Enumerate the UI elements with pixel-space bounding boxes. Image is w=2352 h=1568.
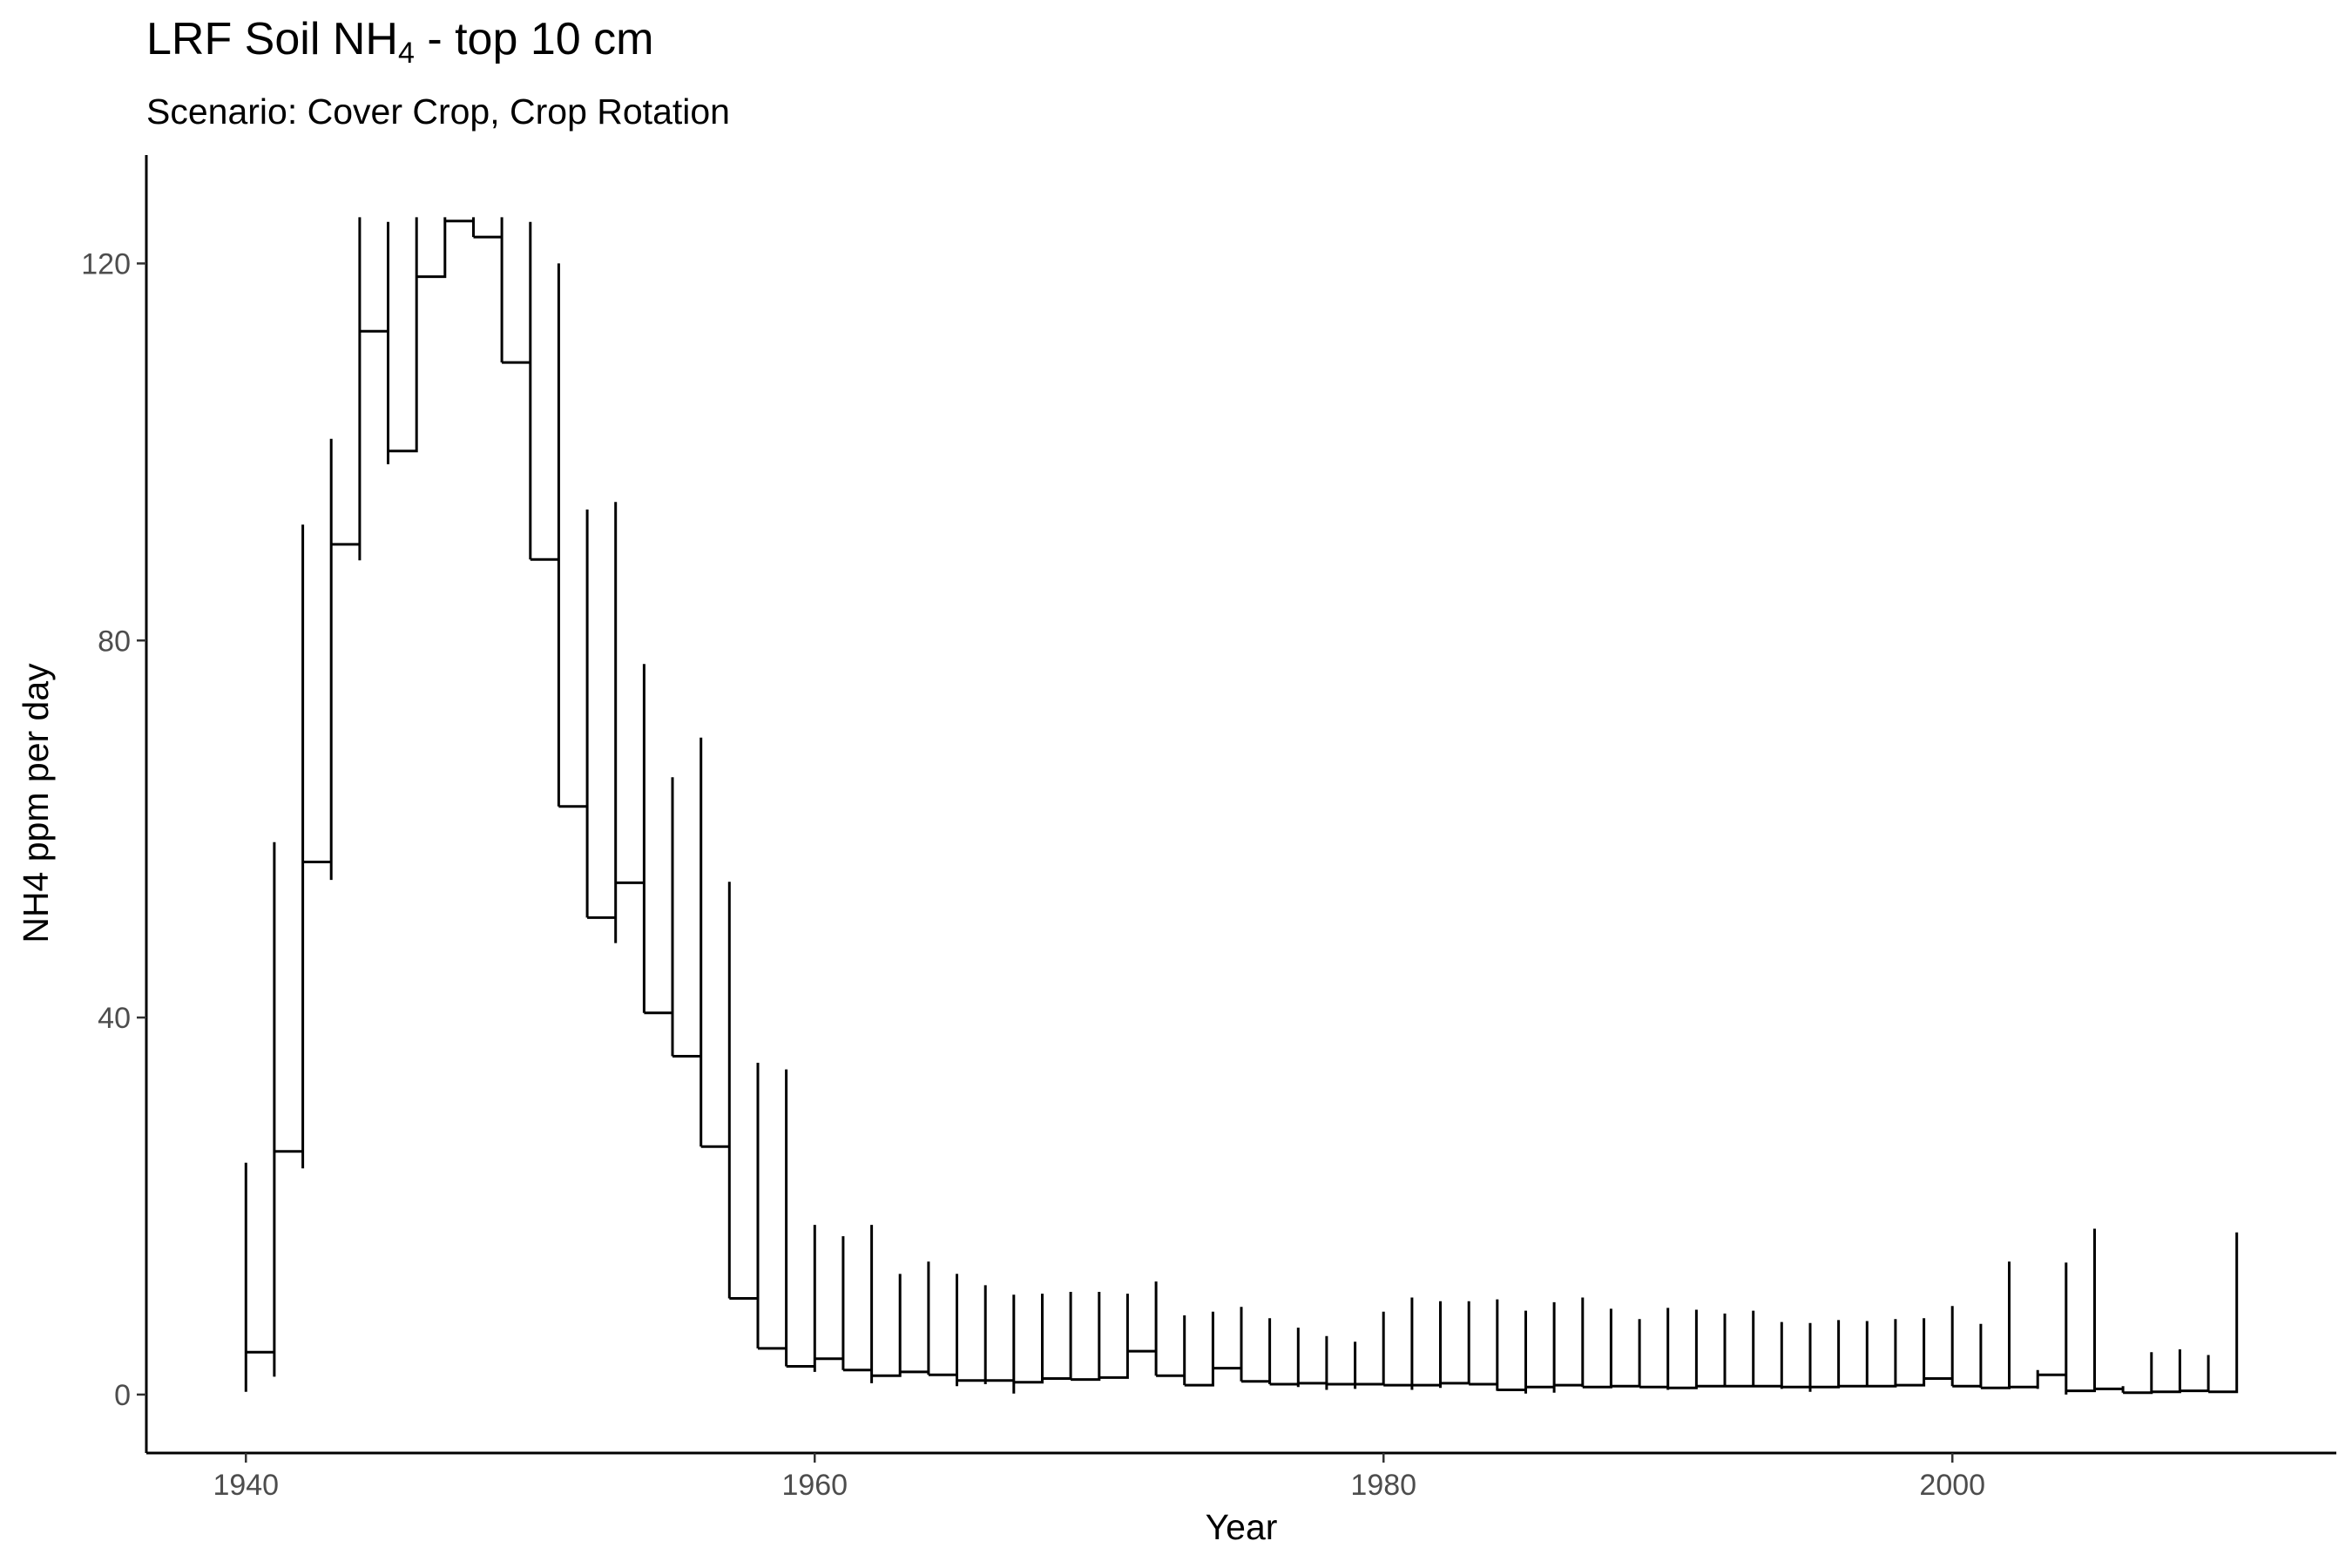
y-tick-label: 0 xyxy=(114,1379,131,1412)
x-tick-label: 1960 xyxy=(781,1469,848,1502)
y-tick-label: 40 xyxy=(98,1002,131,1035)
axes-layer xyxy=(145,155,2336,1455)
chart-title-suffix: - top 10 cm xyxy=(414,14,654,64)
chart-subtitle: Scenario: Cover Crop, Crop Rotation xyxy=(146,91,730,132)
ticks-layer: 1940 1960 1980 2000 0 40 80 120 xyxy=(81,247,1985,1502)
chart-title-main: LRF Soil NH xyxy=(146,14,398,64)
y-tick-label: 80 xyxy=(98,625,131,658)
x-axis-title: Year xyxy=(1206,1507,1278,1547)
chart-title: LRF Soil NH4 - top 10 cm xyxy=(146,10,653,68)
y-tick-label: 120 xyxy=(81,247,131,280)
series-line xyxy=(244,217,2239,1395)
chart-title-subscript: 4 xyxy=(397,37,415,70)
series-layer xyxy=(244,217,2239,1395)
y-axis-title: NH4 ppm per day xyxy=(16,663,56,943)
x-tick-label: 1940 xyxy=(213,1469,279,1502)
x-tick-label: 1980 xyxy=(1350,1469,1416,1502)
x-tick-label: 2000 xyxy=(1919,1469,1985,1502)
